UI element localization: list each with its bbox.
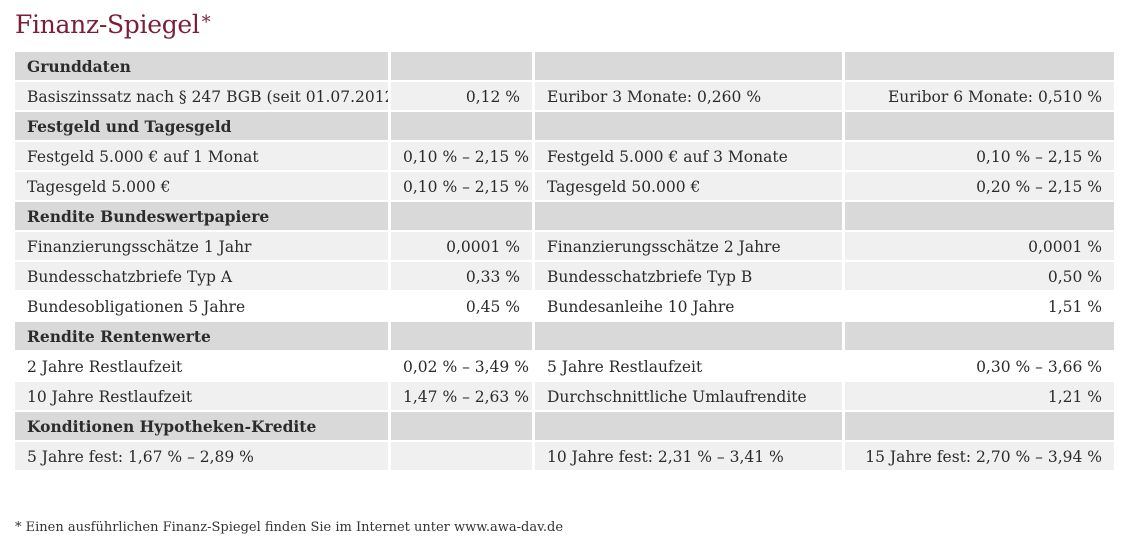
row-value: 0,45 % — [391, 292, 532, 322]
row-label: Tagesgeld 50.000 € — [535, 172, 842, 202]
row-value: 1,51 % — [845, 292, 1114, 322]
row-value: 1,47 % – 2,63 % — [391, 382, 532, 412]
section-header-filler — [845, 52, 1114, 82]
title-text: Finanz-Spiegel — [15, 10, 200, 39]
section-header-festgeld: Festgeld und Tagesgeld — [15, 112, 388, 142]
row-label: Bundesschatzbriefe Typ A — [15, 262, 388, 292]
row-label: 5 Jahre Restlaufzeit — [535, 352, 842, 382]
footnote: * Einen ausführlichen Finanz-Spiegel fin… — [15, 520, 564, 535]
section-header-filler — [391, 202, 532, 232]
section-header-grunddaten: Grunddaten — [15, 52, 388, 82]
row-value: 0,10 % – 2,15 % — [391, 142, 532, 172]
page-title: Finanz-Spiegel * — [15, 10, 211, 39]
section-header-hypotheken: Konditionen Hypotheken-Kredite — [15, 412, 388, 442]
section-header-filler — [535, 112, 842, 142]
row-label: 5 Jahre fest: 1,67 % – 2,89 % — [15, 442, 388, 472]
row-value: 0,02 % – 3,49 % — [391, 352, 532, 382]
row-label: Finanzierungsschätze 2 Jahre — [535, 232, 842, 262]
row-value: 0,12 % — [391, 82, 532, 112]
section-header-filler — [845, 202, 1114, 232]
row-label: Bundesobligationen 5 Jahre — [15, 292, 388, 322]
row-value: 0,10 % – 2,15 % — [391, 172, 532, 202]
section-header-rentenwerte: Rendite Rentenwerte — [15, 322, 388, 352]
section-header-filler — [535, 52, 842, 82]
row-value: 0,33 % — [391, 262, 532, 292]
row-value: 1,21 % — [845, 382, 1114, 412]
row-label: Bundesanleihe 10 Jahre — [535, 292, 842, 322]
section-header-filler — [535, 322, 842, 352]
row-label: Bundesschatzbriefe Typ B — [535, 262, 842, 292]
section-header-filler — [391, 112, 532, 142]
row-label: Tagesgeld 5.000 € — [15, 172, 388, 202]
row-value: Euribor 6 Monate: 0,510 % — [845, 82, 1114, 112]
section-header-filler — [391, 412, 532, 442]
section-header-filler — [391, 322, 532, 352]
section-header-filler — [845, 412, 1114, 442]
row-label: 10 Jahre fest: 2,31 % – 3,41 % — [535, 442, 842, 472]
section-header-filler — [845, 322, 1114, 352]
row-label: 2 Jahre Restlaufzeit — [15, 352, 388, 382]
row-value: 0,10 % – 2,15 % — [845, 142, 1114, 172]
row-value — [391, 442, 532, 472]
row-value: 15 Jahre fest: 2,70 % – 3,94 % — [845, 442, 1114, 472]
row-value: 0,30 % – 3,66 % — [845, 352, 1114, 382]
row-label: Basiszinssatz nach § 247 BGB (seit 01.07… — [15, 82, 388, 112]
section-header-filler — [535, 202, 842, 232]
section-header-filler — [845, 112, 1114, 142]
row-label: Festgeld 5.000 € auf 3 Monate — [535, 142, 842, 172]
row-value: 0,50 % — [845, 262, 1114, 292]
row-label: Festgeld 5.000 € auf 1 Monat — [15, 142, 388, 172]
row-label: 10 Jahre Restlaufzeit — [15, 382, 388, 412]
title-footnote-marker: * — [201, 12, 211, 33]
finance-table: Grunddaten Basiszinssatz nach § 247 BGB … — [15, 52, 1114, 472]
row-label: Durchschnittliche Umlaufrendite — [535, 382, 842, 412]
section-header-filler — [535, 412, 842, 442]
row-value: 0,0001 % — [845, 232, 1114, 262]
section-header-bundeswertpapiere: Rendite Bundeswertpapiere — [15, 202, 388, 232]
row-label: Finanzierungsschätze 1 Jahr — [15, 232, 388, 262]
section-header-filler — [391, 52, 532, 82]
row-value: 0,20 % – 2,15 % — [845, 172, 1114, 202]
row-label: Euribor 3 Monate: 0,260 % — [535, 82, 842, 112]
row-value: 0,0001 % — [391, 232, 532, 262]
